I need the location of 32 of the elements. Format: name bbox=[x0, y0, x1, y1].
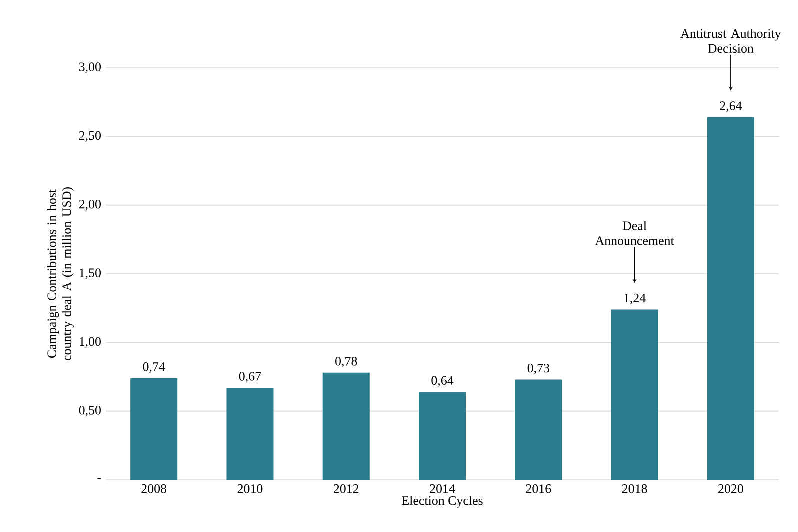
y-tick-label: - bbox=[98, 478, 102, 480]
x-tick-label: 2012 bbox=[334, 484, 359, 494]
data-label: 0,74 bbox=[143, 362, 166, 374]
x-tick-label: 2020 bbox=[718, 484, 744, 494]
y-tick-label: 1,50 bbox=[80, 268, 101, 280]
annotation: Deal Announcement bbox=[595, 221, 674, 246]
bar bbox=[611, 310, 658, 480]
y-tick-label: 0,50 bbox=[79, 406, 101, 417]
y-tick-label: 2,00 bbox=[79, 200, 101, 211]
data-label: 0,73 bbox=[528, 364, 550, 375]
bar bbox=[419, 392, 466, 480]
x-tick-label: 2010 bbox=[238, 484, 263, 494]
x-axis-title: Election Cycles bbox=[402, 496, 483, 508]
bar bbox=[322, 372, 370, 480]
text: Antitrust Authority Decision bbox=[680, 28, 782, 54]
x-tick-label: 2018 bbox=[622, 484, 648, 494]
bar bbox=[515, 380, 562, 480]
x-tick-label: 2008 bbox=[142, 484, 167, 494]
data-label: 2,64 bbox=[720, 102, 742, 112]
y-tick-label: 3,00 bbox=[79, 62, 101, 74]
x-tick-label: 2016 bbox=[526, 484, 552, 494]
data-label: 0,64 bbox=[432, 376, 454, 387]
bar bbox=[130, 378, 178, 480]
bar bbox=[707, 117, 754, 480]
data-label: 1,24 bbox=[624, 294, 646, 304]
y-tick-label: 1,00 bbox=[80, 337, 101, 348]
y-axis-title: Campaign Contributions in host country deal A (in million USD) bbox=[47, 187, 74, 361]
x-tick-label: 2014 bbox=[430, 484, 456, 494]
data-label: 0,78 bbox=[336, 357, 358, 368]
bar bbox=[226, 388, 274, 480]
y-tick-label: 2,50 bbox=[79, 131, 101, 142]
data-label: 0,67 bbox=[239, 372, 262, 383]
